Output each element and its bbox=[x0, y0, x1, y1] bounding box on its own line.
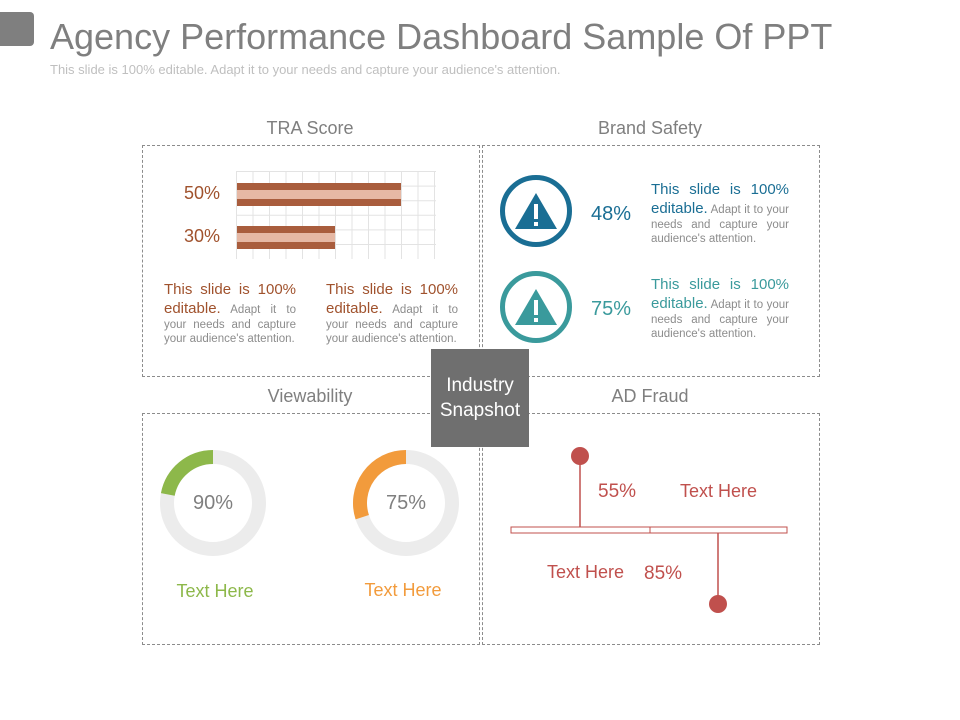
tra-score-panel bbox=[142, 145, 480, 377]
tra-score-label: TRA Score bbox=[266, 118, 354, 138]
viewability-value-2: 75% bbox=[385, 492, 427, 514]
tra-paragraph-1-lead: This slide is 100% editable. bbox=[164, 281, 296, 317]
fraud-dot-2 bbox=[709, 595, 727, 613]
viewability-panel bbox=[142, 413, 480, 645]
brand-safety-pct-1: 48% bbox=[591, 203, 632, 225]
viewability-caption-1: Text Here bbox=[176, 581, 254, 601]
tra-bar-label-2: 30% bbox=[184, 226, 221, 246]
brand-safety-icon-1 bbox=[500, 175, 572, 247]
brand-safety-paragraph-1: This slide is 100% editable. Adapt it to… bbox=[651, 180, 789, 246]
ad-fraud-pct-1: 55% bbox=[598, 481, 637, 502]
viewability-caption-2: Text Here bbox=[364, 580, 442, 600]
brand-safety-icon-2 bbox=[500, 271, 572, 343]
brand-safety-paragraph-2-lead: This slide is 100% editable. bbox=[651, 276, 789, 312]
viewability-value-1: 90% bbox=[192, 492, 234, 514]
tra-bar-2 bbox=[237, 226, 336, 249]
ad-fraud-pct-2: 85% bbox=[644, 563, 683, 584]
tra-paragraph-2: This slide is 100% editable. Adapt it to… bbox=[326, 280, 458, 346]
page-title: Agency Performance Dashboard Sample Of P… bbox=[50, 16, 833, 57]
brand-safety-paragraph-1-rest: Adapt it to your needs and capture your … bbox=[651, 204, 789, 245]
industry-snapshot-box: Industry Snapshot bbox=[431, 349, 529, 447]
warning-icon bbox=[515, 289, 557, 325]
brand-safety-label: Brand Safety bbox=[597, 118, 703, 138]
fraud-axis-bar bbox=[510, 526, 788, 534]
viewability-donut-2 bbox=[353, 450, 459, 556]
warning-icon bbox=[515, 193, 557, 229]
viewability-label: Viewability bbox=[267, 386, 353, 406]
tra-paragraph-1: This slide is 100% editable. Adapt it to… bbox=[164, 280, 296, 346]
tra-bar-label-1: 50% bbox=[184, 183, 221, 203]
donut-arc-2 bbox=[353, 450, 407, 520]
donut-arc-1 bbox=[160, 450, 214, 497]
tra-paragraph-2-lead: This slide is 100% editable. bbox=[326, 281, 458, 317]
tra-bar-1 bbox=[237, 183, 401, 206]
page-subtitle: This slide is 100% editable. Adapt it to… bbox=[50, 62, 561, 77]
brand-safety-paragraph-2: This slide is 100% editable. Adapt it to… bbox=[651, 275, 789, 341]
tra-paragraph-1-rest: Adapt it to your needs and capture your … bbox=[164, 304, 296, 345]
brand-safety-panel bbox=[482, 145, 820, 377]
brand-safety-pct-2: 75% bbox=[591, 298, 632, 320]
brand-safety-paragraph-1-lead: This slide is 100% editable. bbox=[651, 181, 789, 217]
viewability-donut-1 bbox=[160, 450, 266, 556]
ad-fraud-text-1: Text Here bbox=[680, 481, 758, 501]
brand-safety-paragraph-2-rest: Adapt it to your needs and capture your … bbox=[651, 299, 789, 340]
ad-fraud-diagram bbox=[510, 447, 788, 613]
ad-fraud-panel bbox=[482, 413, 820, 645]
corner-tab bbox=[0, 12, 34, 46]
ad-fraud-label: AD Fraud bbox=[611, 386, 689, 406]
ad-fraud-text-2: Text Here bbox=[547, 562, 625, 582]
fraud-dot-1 bbox=[571, 447, 589, 465]
tra-paragraph-2-rest: Adapt it to your needs and capture your … bbox=[326, 304, 458, 345]
